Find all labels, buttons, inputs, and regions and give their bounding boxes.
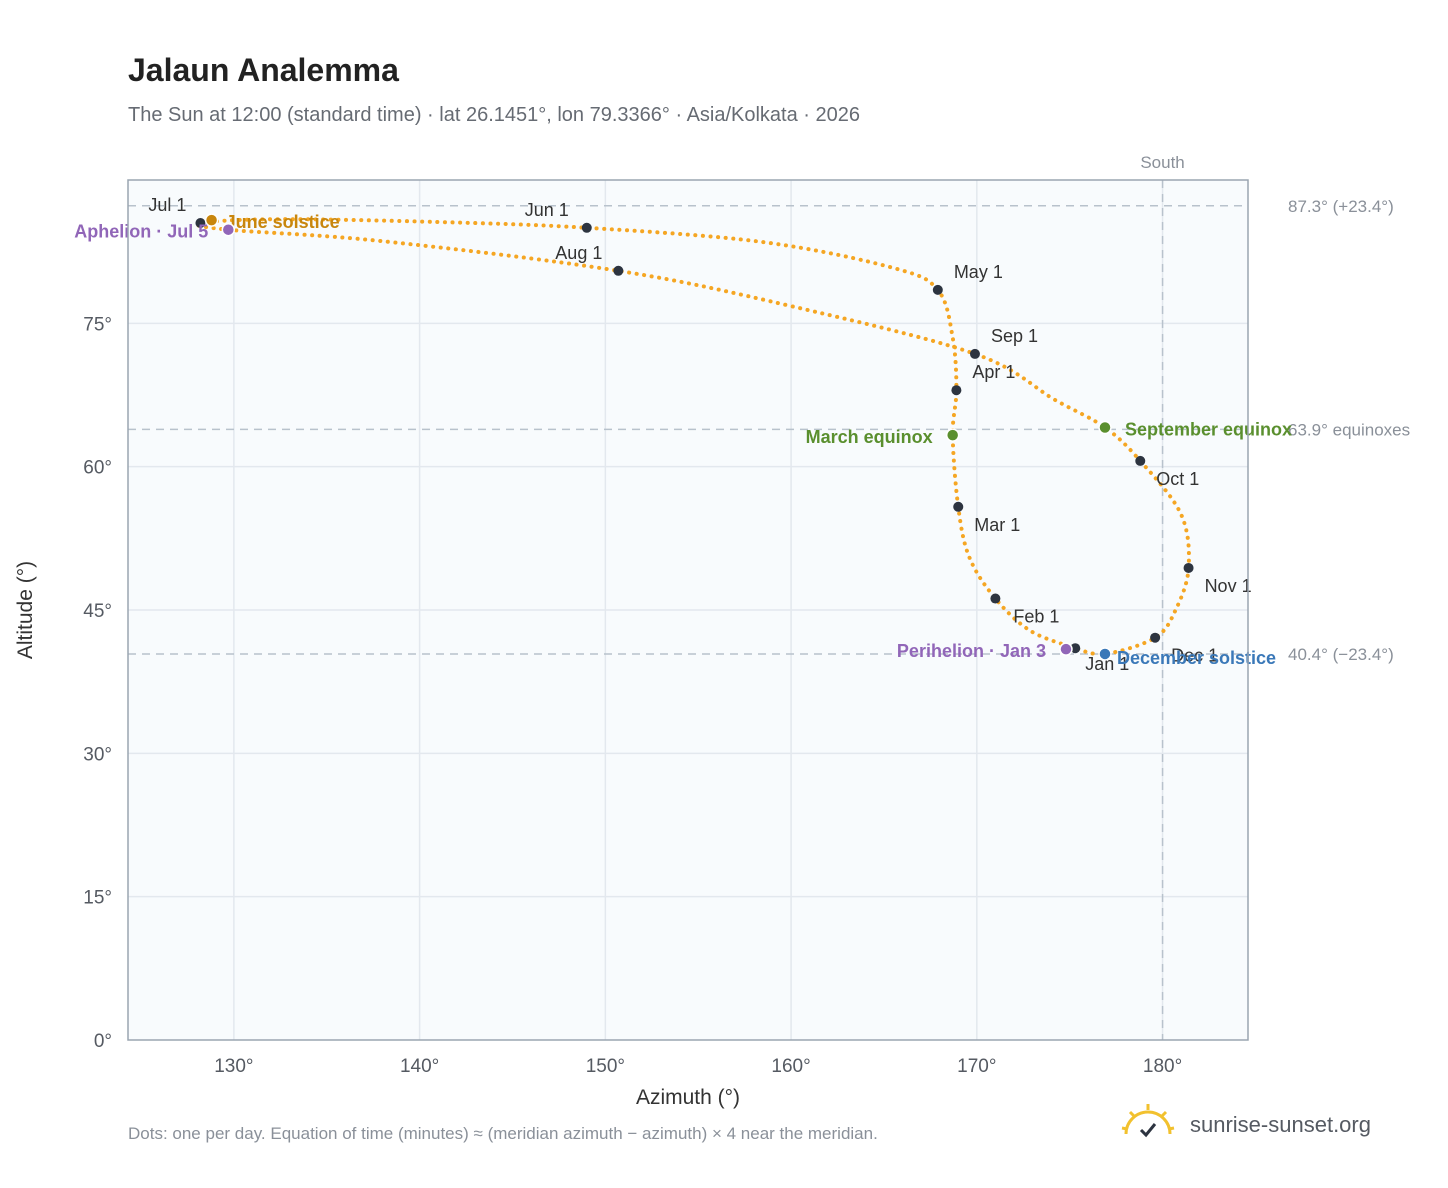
- month-label: Feb 1: [1013, 607, 1059, 627]
- page-subtitle: The Sun at 12:00 (standard time) · lat 2…: [128, 104, 861, 126]
- month-label: Jan 1: [1085, 654, 1129, 674]
- month-label: Apr 1: [972, 362, 1015, 382]
- brand[interactable]: sunrise-sunset.org: [1120, 1100, 1400, 1150]
- event-label: September equinox: [1125, 419, 1292, 439]
- month-dot: [1183, 562, 1194, 573]
- x-tick-label: 170°: [957, 1056, 996, 1077]
- month-label: May 1: [954, 262, 1003, 282]
- month-dot: [195, 218, 206, 228]
- month-dot: [953, 501, 964, 512]
- y-tick-label: 0°: [94, 1031, 112, 1052]
- y-tick-label: 45°: [83, 601, 112, 622]
- event-label: March equinox: [806, 427, 933, 447]
- event-label: June solstice: [226, 212, 340, 232]
- y-tick-label: 30°: [83, 744, 112, 765]
- x-tick-label: 150°: [586, 1056, 625, 1077]
- event-label: Aphelion · Jul 5: [74, 222, 208, 242]
- reference-line-label: 87.3° (+23.4°): [1288, 197, 1394, 216]
- month-dot: [969, 348, 980, 359]
- month-markers: Jan 1 Feb 1 Mar 1 Apr 1 May 1 Jun 1 Jul 1 Aug 1…: [148, 195, 1251, 674]
- month-label: Jun 1: [525, 200, 569, 220]
- x-tick-label: 140°: [400, 1056, 439, 1077]
- month-dot: [581, 222, 592, 233]
- sun-logo-icon: [1121, 1104, 1175, 1138]
- y-axis-label: Altitude (°): [14, 561, 37, 659]
- analemma-daily-dots: [194, 217, 1191, 657]
- month-dot: [1150, 632, 1161, 643]
- y-tick-label: 60°: [83, 458, 112, 479]
- x-tick-label: 130°: [214, 1056, 253, 1077]
- event-dot: [204, 213, 219, 227]
- event-dot: [221, 222, 236, 237]
- meridian-label: South: [1140, 153, 1184, 172]
- axis-ticks: 130° 140° 150° 160° 170° 180° 0° 15° 30° 45° 60° 75…: [83, 314, 1182, 1077]
- reference-lines: South 87.3° (+23.4°) 63.9° equinoxes 40.4° …: [128, 153, 1410, 1040]
- month-dot: [932, 284, 943, 295]
- month-label: Dec 1: [1171, 646, 1218, 666]
- month-label: Jul 1: [148, 195, 186, 215]
- month-dot: [1070, 643, 1081, 654]
- event-dot: [1098, 420, 1112, 435]
- y-tick-label: 15°: [83, 888, 112, 909]
- analemma-curve: [194, 217, 1191, 657]
- month-dot: [1135, 455, 1146, 466]
- month-dot: [951, 385, 962, 396]
- x-tick-label: 160°: [771, 1056, 810, 1077]
- month-label: Mar 1: [974, 515, 1020, 535]
- reference-line-label: 63.9° equinoxes: [1288, 420, 1410, 439]
- month-label: Aug 1: [555, 243, 602, 263]
- y-tick-label: 75°: [83, 314, 112, 335]
- event-label: Perihelion · Jan 3: [897, 641, 1046, 661]
- reference-line-label: 40.4° (−23.4°): [1288, 645, 1394, 664]
- page-title: Jalaun Analemma: [128, 52, 399, 88]
- x-tick-label: 180°: [1143, 1056, 1182, 1077]
- month-label: Oct 1: [1156, 469, 1199, 489]
- event-dot: [1098, 647, 1112, 661]
- brand-name: sunrise-sunset.org: [1190, 1112, 1371, 1137]
- x-axis-label: Azimuth (°): [636, 1086, 740, 1109]
- event-dot: [945, 428, 960, 442]
- month-dot: [990, 593, 1001, 604]
- event-label: December solstice: [1117, 648, 1276, 668]
- footer-note: Dots: one per day. Equation of time (min…: [128, 1124, 878, 1143]
- month-label: Nov 1: [1205, 576, 1252, 596]
- month-label: Sep 1: [991, 326, 1038, 346]
- plot-frame: [127, 179, 1249, 1041]
- month-dot: [613, 265, 624, 276]
- event-markers: June solstice December solstice March equi…: [74, 212, 1292, 668]
- event-dot: [1059, 642, 1073, 656]
